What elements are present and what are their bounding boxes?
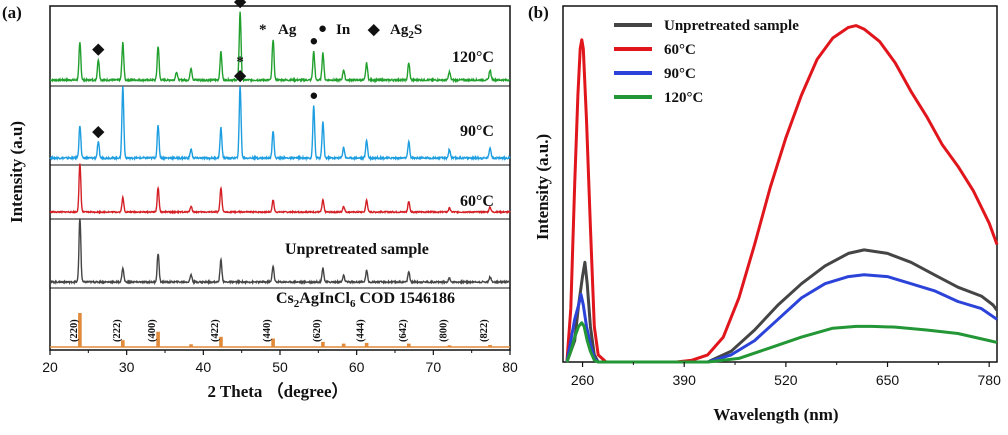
panel-b-x-axis-label: Wavelength (nm) — [713, 405, 838, 424]
legend-label: 60°C — [664, 42, 696, 58]
x-tick-label: 60 — [349, 359, 365, 375]
panel-a-x-axis-label: 2 Theta （degree） — [207, 381, 348, 401]
reference-stick — [488, 344, 492, 347]
pl-trace — [565, 248, 999, 364]
xrd-trace — [49, 218, 511, 286]
panel-b-traces — [565, 24, 999, 364]
hkl-label: (422) — [210, 319, 221, 342]
in-marker: ● — [309, 88, 318, 104]
reference-stick — [447, 345, 452, 347]
hkl-label: (822) — [479, 319, 490, 342]
x-tick-label: 40 — [196, 359, 212, 375]
x-tick-label: 70 — [426, 359, 442, 375]
reference-stick — [219, 336, 223, 347]
reference-stick — [189, 344, 193, 347]
legend-ag2s-symbol: ◆ — [367, 22, 380, 38]
panel-a-label: (a) — [2, 3, 22, 22]
hkl-label: (444) — [356, 319, 367, 342]
ag-marker: * — [236, 54, 244, 70]
panel-b-frame — [562, 5, 998, 363]
hkl-label: (440) — [262, 319, 273, 342]
panel-b-plot-border — [562, 5, 998, 363]
pl-trace — [565, 321, 998, 364]
legend-ag-symbol: * — [259, 22, 267, 38]
xrd-trace — [49, 163, 511, 215]
x-tick-label: 780 — [978, 372, 1002, 388]
in-marker: ● — [309, 33, 318, 49]
reference-stick — [271, 338, 275, 347]
x-tick-label: 520 — [774, 372, 798, 388]
panel-b-legend: Unpretreated sample 60°C 90°C 120°C — [614, 18, 799, 106]
trace-label-90c: 90°C — [460, 123, 494, 140]
panel-a-y-axis-label: Intensity (a.u) — [7, 121, 26, 223]
hkl-label: (620) — [312, 319, 323, 342]
x-tick-label: 260 — [571, 372, 595, 388]
panel-a-phase-markers: ◆*◆●◆*◆● — [92, 0, 319, 140]
trace-label-60c: 60°C — [460, 193, 494, 210]
legend-label: 120°C — [664, 90, 703, 106]
trace-label-unpretreated: Unpretreated sample — [285, 241, 429, 258]
reference-stick — [407, 343, 411, 347]
panel-a-x-ticks: 20 30 40 50 60 70 80 — [42, 350, 518, 375]
pl-trace — [565, 273, 998, 364]
legend-in-label: In — [336, 22, 351, 38]
legend-label: Unpretreated sample — [664, 18, 799, 34]
xrd-trace — [49, 11, 511, 84]
reference-stick — [364, 342, 369, 347]
x-tick-label: 30 — [119, 359, 135, 375]
trace-label-reference: Cs2AgInCl6 COD 1546186 — [276, 290, 455, 310]
ag2s-marker: ◆ — [233, 0, 246, 10]
legend-ag-label: Ag — [278, 22, 297, 38]
panel-b-y-axis-label: Intensity (a.u.) — [533, 134, 552, 240]
reference-stick — [156, 331, 160, 347]
reference-stick — [341, 343, 346, 347]
panel-b-x-ticks: 260 390 520 650 780 — [571, 362, 1001, 388]
ag2s-marker: ◆ — [92, 124, 105, 140]
hkl-label: (400) — [147, 319, 158, 342]
legend-in-symbol: ● — [318, 21, 327, 37]
panel-b-label: (b) — [528, 3, 549, 22]
trace-label-120c: 120°C — [452, 49, 494, 66]
hkl-label: (220) — [69, 319, 80, 342]
pl-trace — [565, 24, 999, 364]
x-tick-label: 390 — [673, 372, 697, 388]
x-tick-label: 650 — [876, 372, 900, 388]
hkl-label: (800) — [438, 319, 449, 342]
x-tick-label: 80 — [502, 359, 518, 375]
xrd-trace — [49, 86, 511, 162]
x-tick-label: 20 — [42, 359, 58, 375]
ag2s-marker: ◆ — [233, 68, 246, 84]
legend-label: 90°C — [664, 66, 696, 82]
x-tick-label: 50 — [272, 359, 288, 375]
panel-a-traces: (220) (222) (400) (422) (440) (620) (444) (642)… — [49, 11, 511, 348]
reference-stick — [78, 313, 82, 347]
reference-stick — [121, 340, 125, 347]
ag2s-marker: ◆ — [92, 42, 105, 58]
hkl-label: (642) — [398, 319, 409, 342]
legend-ag2s-label: Ag2S — [390, 22, 422, 41]
hkl-label: (222) — [112, 319, 123, 342]
reference-stick — [321, 341, 325, 347]
